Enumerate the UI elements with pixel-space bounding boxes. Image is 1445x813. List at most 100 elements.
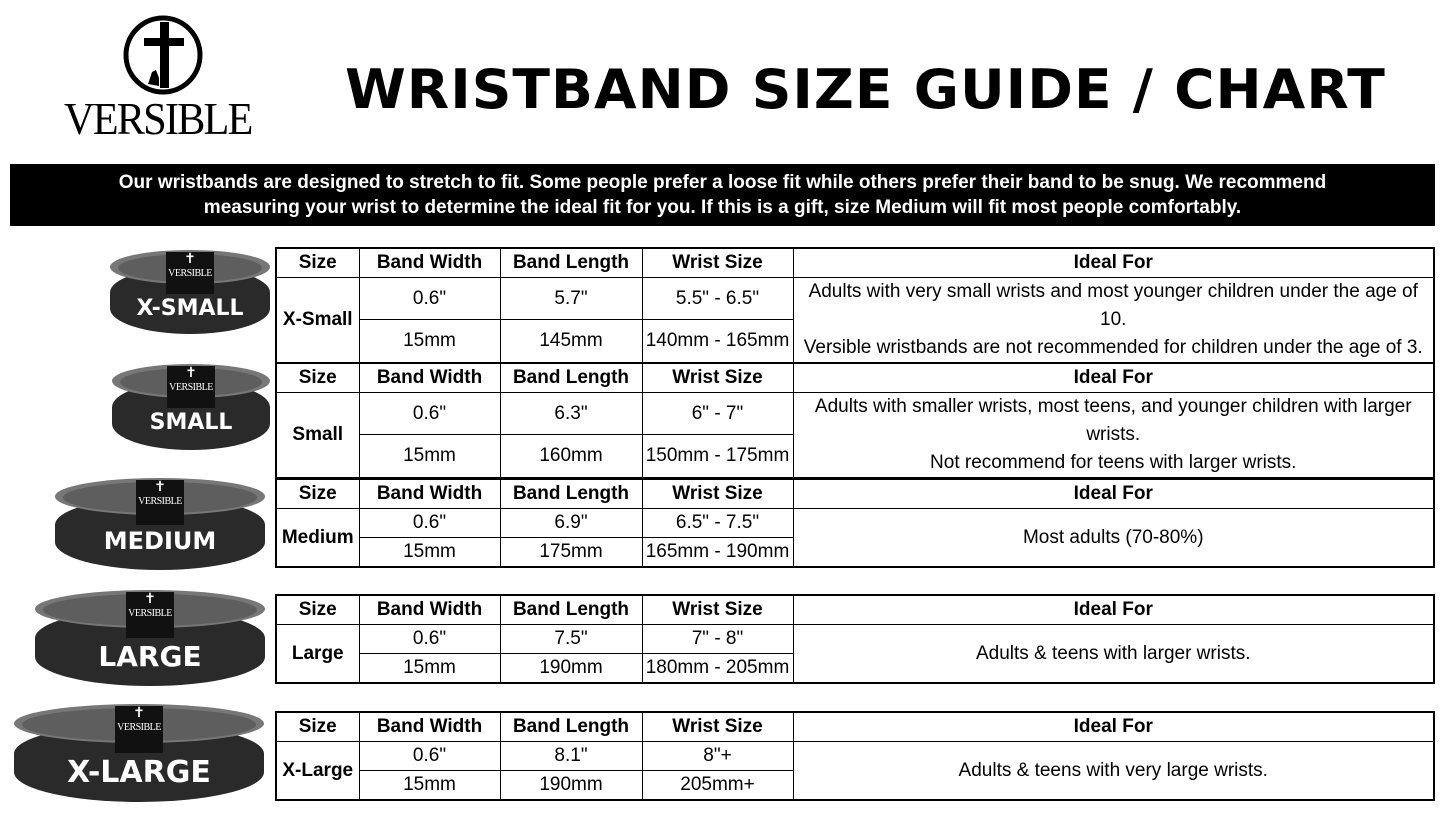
band-width-mm: 15mm (358, 770, 501, 801)
band-length-mm: 160mm (499, 434, 643, 479)
band-width-in: 0.6" (358, 624, 501, 654)
column-header: Band Width (358, 594, 501, 625)
table-row: 15mm 190mm 205mm+ (276, 770, 1434, 801)
size-table-0: Size Band Width Band Length Wrist Size Ideal… (275, 247, 1435, 364)
band-width-in: 0.6" (358, 508, 501, 538)
band-length-in: 6.9" (499, 508, 643, 538)
column-header: Ideal For (792, 478, 1435, 509)
band-logo-tag: ✝ VERSIBLE (115, 706, 163, 753)
cross-icon: ✝ (184, 252, 196, 267)
wrist-size-mm: 180mm - 205mm (641, 653, 794, 684)
column-header: Ideal For (792, 594, 1435, 625)
column-header: Wrist Size (641, 478, 794, 509)
table-header-row: Size Band Width Band Length Wrist Size Ideal… (275, 478, 1435, 509)
ideal-for-line: Versible wristbands are not recommended … (803, 337, 1423, 358)
band-size-label: X-LARGE (67, 755, 211, 790)
page-title: WRISTBAND SIZE GUIDE / CHART (345, 58, 1386, 121)
wrist-size-mm: 140mm - 165mm (641, 319, 794, 364)
column-header: Ideal For (792, 247, 1435, 278)
ideal-for-line: Adults with very small wrists and most y… (808, 281, 1418, 330)
column-header: Size (275, 362, 360, 393)
band-logo-tag: ✝ VERSIBLE (166, 252, 214, 294)
cross-circle-icon (123, 15, 203, 95)
wristband-image-1: ✝ VERSIBLE SMALL (112, 364, 270, 450)
table-header-row: Size Band Width Band Length Wrist Size Ideal… (275, 362, 1435, 393)
band-width-mm: 15mm (358, 319, 501, 364)
brand-name: VERSIBLE (64, 93, 253, 144)
column-header: Band Length (499, 594, 643, 625)
size-table-1: Size Band Width Band Length Wrist Size Ideal… (275, 362, 1435, 479)
band-length-in: 8.1" (499, 741, 643, 771)
column-header: Band Width (358, 247, 501, 278)
band-length-mm: 145mm (499, 319, 643, 364)
wrist-size-in: 6.5" - 7.5" (641, 508, 794, 538)
ideal-for-cell: Most adults (70-80%) (792, 508, 1435, 568)
column-header: Size (275, 478, 360, 509)
table-row: Large 0.6" 7.5" 7" - 8" Adults & teens w… (275, 624, 1435, 684)
table-row: X-Large 0.6" 8.1" 8"+ Adults & teens wit… (275, 741, 1435, 801)
ideal-for-cell: Adults & teens with larger wrists. (792, 624, 1435, 684)
ideal-for-cell: Adults with very small wrists and most y… (792, 277, 1435, 364)
column-header: Wrist Size (641, 594, 794, 625)
column-header: Band Length (499, 711, 643, 742)
wrist-size-mm: 205mm+ (641, 770, 794, 801)
band-length-mm: 175mm (499, 537, 643, 568)
size-cell: X-Large (275, 741, 360, 801)
wristband-image-2: ✝ VERSIBLE MEDIUM (55, 478, 265, 570)
table-row: 15mm 175mm 165mm - 190mm (276, 537, 1434, 568)
cross-icon: ✝ (144, 592, 156, 607)
table-header-row: Size Band Width Band Length Wrist Size Ideal… (275, 711, 1435, 742)
column-header: Size (275, 247, 360, 278)
column-header: Band Length (499, 247, 643, 278)
band-length-in: 5.7" (499, 276, 643, 321)
table-row: 15mm 160mm 150mm - 175mm (276, 434, 1434, 479)
wrist-size-in: 5.5" - 6.5" (641, 276, 794, 321)
band-width-mm: 15mm (358, 434, 501, 479)
wristband-image-4: ✝ VERSIBLE X-LARGE (14, 704, 264, 802)
column-header: Band Width (358, 711, 501, 742)
banner-line-2: measuring your wrist to determine the id… (203, 197, 1242, 218)
band-length-mm: 190mm (499, 653, 643, 684)
band-length-in: 7.5" (499, 624, 643, 654)
banner-line-1: Our wristbands are designed to stretch t… (118, 172, 1327, 193)
size-table-3: Size Band Width Band Length Wrist Size Ideal… (275, 594, 1435, 684)
cross-icon: ✝ (185, 366, 197, 381)
ideal-for-cell: Adults with smaller wrists, most teens, … (792, 392, 1435, 479)
table-row: 15mm 145mm 140mm - 165mm (276, 319, 1434, 364)
band-logo-tag: ✝ VERSIBLE (136, 480, 184, 525)
size-table-2: Size Band Width Band Length Wrist Size Ideal… (275, 478, 1435, 568)
band-width-in: 0.6" (358, 741, 501, 771)
size-cell: X-Small (275, 277, 360, 364)
size-table-4: Size Band Width Band Length Wrist Size Ideal… (275, 711, 1435, 801)
column-header: Wrist Size (641, 711, 794, 742)
wrist-size-mm: 165mm - 190mm (641, 537, 794, 568)
column-header: Band Length (499, 478, 643, 509)
column-header: Band Width (358, 478, 501, 509)
band-size-label: LARGE (98, 640, 202, 673)
band-size-label: SMALL (149, 410, 233, 435)
cross-icon: ✝ (154, 480, 166, 495)
size-cell: Small (275, 392, 360, 479)
band-width-mm: 15mm (358, 537, 501, 568)
wrist-size-in: 6" - 7" (641, 391, 794, 436)
band-size-label: X-SMALL (136, 296, 244, 321)
wristband-image-3: ✝ VERSIBLE LARGE (35, 590, 265, 686)
table-row: X-Small 0.6" 5.7" 5.5" - 6.5" Adults wit… (275, 276, 1435, 364)
band-length-mm: 190mm (499, 770, 643, 801)
column-header: Wrist Size (641, 362, 794, 393)
table-row: Medium 0.6" 6.9" 6.5" - 7.5" Most adults… (275, 508, 1435, 568)
band-size-label: MEDIUM (103, 527, 217, 555)
table-row: Small 0.6" 6.3" 6" - 7" Adults with smal… (275, 391, 1435, 479)
column-header: Ideal For (792, 362, 1435, 393)
wrist-size-in: 7" - 8" (641, 624, 794, 654)
column-header: Size (275, 711, 360, 742)
column-header: Band Width (358, 362, 501, 393)
column-header: Size (275, 594, 360, 625)
table-row: 15mm 190mm 180mm - 205mm (276, 653, 1434, 684)
versible-logo: VERSIBLE (60, 14, 265, 144)
column-header: Band Length (499, 362, 643, 393)
band-width-in: 0.6" (358, 276, 501, 321)
band-width-mm: 15mm (358, 653, 501, 684)
band-logo-tag: ✝ VERSIBLE (126, 592, 174, 638)
ideal-for-line: Adults with smaller wrists, most teens, … (814, 396, 1412, 445)
